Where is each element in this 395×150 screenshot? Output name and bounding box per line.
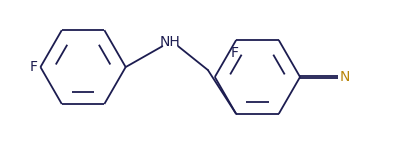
Text: F: F [230, 46, 238, 60]
Text: NH: NH [160, 35, 181, 49]
Text: F: F [30, 60, 38, 74]
Text: N: N [340, 70, 350, 84]
